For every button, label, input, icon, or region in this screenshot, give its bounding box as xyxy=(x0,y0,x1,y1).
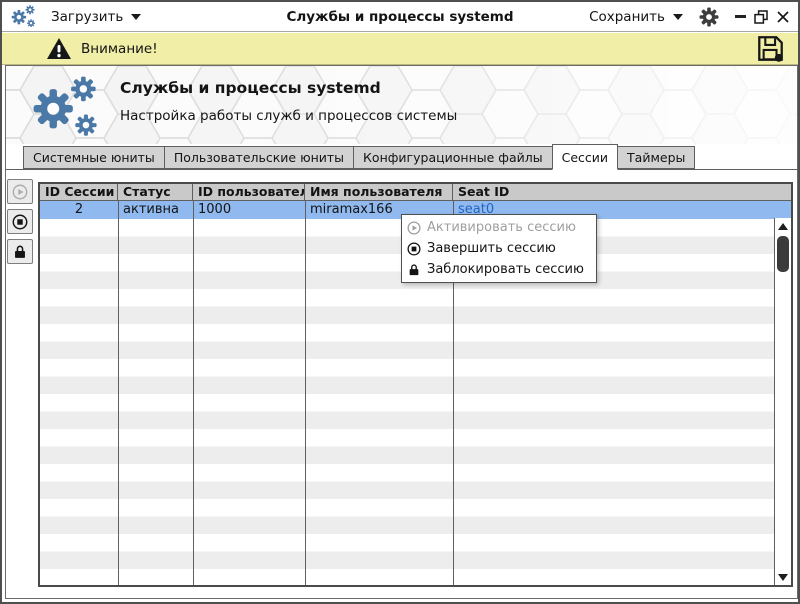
tab-strip: Системные юниты Пользовательские юниты К… xyxy=(6,143,797,170)
load-menu-label: Загрузить xyxy=(51,8,124,25)
column-header-user-name[interactable]: Имя пользователя xyxy=(305,184,453,200)
scroll-down-button[interactable] xyxy=(775,570,791,584)
cell-session-id: 2 xyxy=(74,202,84,217)
column-header-session-id[interactable]: ID Сессии xyxy=(40,184,118,200)
play-icon xyxy=(407,221,421,235)
app-logo-gears-icon xyxy=(32,76,102,138)
app-logo-gears-icon xyxy=(11,5,37,28)
maximize-button[interactable] xyxy=(754,10,768,24)
titlebar: Загрузить Службы и процессы systemd Сохр… xyxy=(2,2,798,32)
chevron-down-icon xyxy=(673,13,683,20)
context-menu-item-activate: Активировать сессию xyxy=(402,217,596,238)
column-separator xyxy=(118,201,119,585)
close-button[interactable] xyxy=(776,10,790,24)
lock-session-button[interactable] xyxy=(7,239,33,264)
play-icon xyxy=(12,184,28,200)
arrow-up-icon xyxy=(778,222,788,230)
warning-triangle-icon xyxy=(46,37,72,60)
scrollbar-thumb[interactable] xyxy=(777,236,789,272)
tab-system-units[interactable]: Системные юниты xyxy=(23,146,165,169)
warning-text: Внимание! xyxy=(81,40,158,57)
vertical-scrollbar[interactable] xyxy=(774,218,791,585)
tab-config-files[interactable]: Конфигурационные файлы xyxy=(353,146,553,169)
scroll-up-button[interactable] xyxy=(775,219,791,233)
save-menu-label: Сохранить xyxy=(589,8,665,25)
tab-sessions[interactable]: Сессии xyxy=(551,144,619,170)
page-title: Службы и процессы systemd xyxy=(120,79,381,97)
chevron-down-icon xyxy=(131,13,142,20)
terminate-session-button[interactable] xyxy=(7,209,33,234)
table-header-row: ID Сессии Статус ID пользователя Имя пол… xyxy=(40,184,791,201)
stop-icon xyxy=(407,242,421,256)
settings-gear-icon[interactable] xyxy=(699,7,719,27)
column-separator xyxy=(305,201,306,585)
context-menu-label: Активировать сессию xyxy=(427,220,576,235)
context-menu-label: Завершить сессию xyxy=(427,241,556,256)
column-separator xyxy=(193,201,194,585)
warning-bar: Внимание! xyxy=(2,33,798,65)
context-menu-item-terminate[interactable]: Завершить сессию xyxy=(402,238,596,259)
column-header-user-id[interactable]: ID пользователя xyxy=(193,184,305,200)
cell-user-id: 1000 xyxy=(198,202,232,217)
seat-id-link[interactable]: seat0 xyxy=(458,202,495,217)
column-separator xyxy=(453,201,454,585)
arrow-down-icon xyxy=(778,573,788,581)
tab-timers[interactable]: Таймеры xyxy=(617,146,696,169)
activate-session-button xyxy=(7,179,33,204)
lock-icon xyxy=(12,244,28,260)
stop-icon xyxy=(12,214,28,230)
page-subtitle: Настройка работы служб и процессов систе… xyxy=(120,108,458,124)
column-header-seat-id[interactable]: Seat ID xyxy=(458,184,510,199)
hexagon-pattern-background xyxy=(6,66,797,144)
context-menu-label: Заблокировать сессию xyxy=(427,262,584,277)
floppy-save-icon xyxy=(757,35,784,62)
cell-status: активна xyxy=(123,202,179,217)
minimize-button[interactable] xyxy=(735,15,746,18)
context-menu-item-lock[interactable]: Заблокировать сессию xyxy=(402,259,596,280)
column-header-status[interactable]: Статус xyxy=(118,184,193,200)
tab-user-units[interactable]: Пользовательские юниты xyxy=(163,146,355,169)
save-menu-button[interactable]: Сохранить xyxy=(589,9,683,25)
window-title: Службы и процессы systemd xyxy=(286,9,514,25)
session-context-menu: Активировать сессию Завершить сессию Заб… xyxy=(401,214,597,283)
load-menu-button[interactable]: Загрузить xyxy=(51,8,142,25)
session-actions-toolbar xyxy=(7,179,33,269)
cell-user-name: miramax166 xyxy=(310,202,393,217)
lock-icon xyxy=(407,263,421,277)
save-changes-button[interactable] xyxy=(757,35,784,62)
table-row-selected[interactable]: 2 активна 1000 miramax166 seat0 xyxy=(40,201,791,219)
hero-header: Службы и процессы systemd Настройка рабо… xyxy=(6,66,797,144)
